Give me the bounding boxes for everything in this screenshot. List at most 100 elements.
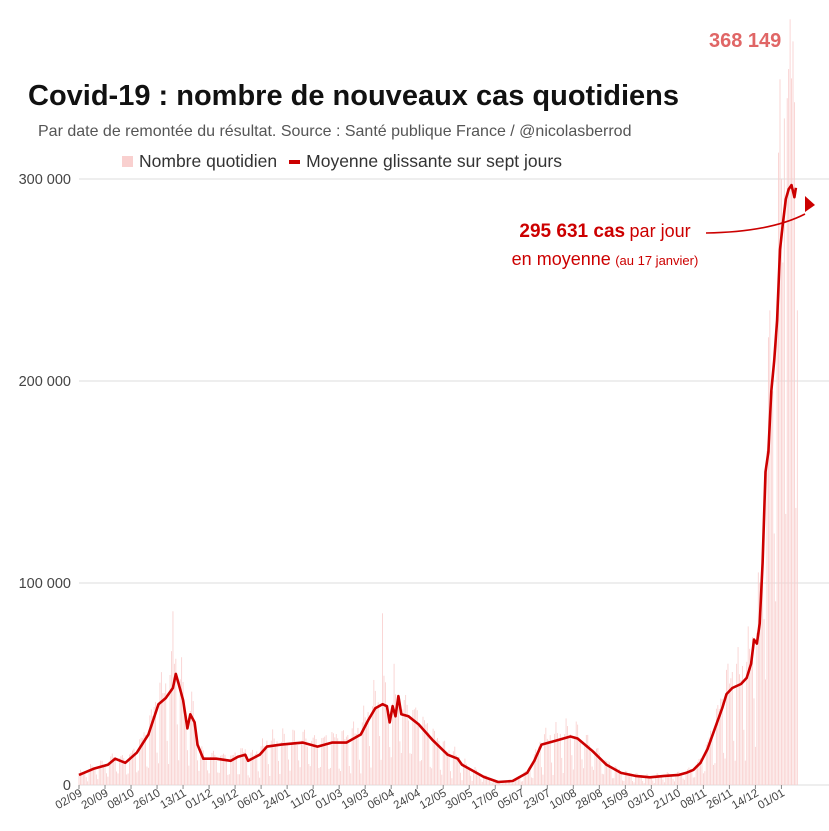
daily-bar xyxy=(747,626,749,785)
daily-bar xyxy=(711,734,713,785)
daily-bar xyxy=(250,752,252,785)
daily-bar xyxy=(623,780,625,785)
daily-bar xyxy=(556,733,558,785)
daily-bar xyxy=(361,722,363,785)
daily-bar xyxy=(554,733,555,785)
daily-bar xyxy=(81,771,83,785)
daily-bar xyxy=(701,760,703,785)
legend-daily-label: Nombre quotidien xyxy=(139,151,278,171)
daily-bar xyxy=(658,774,660,785)
daily-bar xyxy=(121,755,123,785)
daily-bar xyxy=(243,752,245,785)
peak-value-label: 368 149 xyxy=(709,30,782,52)
daily-bar xyxy=(145,734,146,785)
daily-bar xyxy=(185,714,187,785)
daily-bar xyxy=(395,694,396,785)
daily-bar xyxy=(298,760,300,785)
daily-bar xyxy=(132,750,133,785)
daily-bar xyxy=(158,763,159,785)
daily-bar xyxy=(448,750,450,785)
daily-bar xyxy=(415,707,417,785)
x-tick-label: 06/04 xyxy=(366,787,397,812)
daily-bar xyxy=(788,69,790,786)
daily-bar xyxy=(543,734,545,785)
daily-bar xyxy=(565,718,567,785)
daily-bar xyxy=(743,729,745,785)
daily-bar xyxy=(126,774,128,785)
daily-bar xyxy=(207,770,209,785)
daily-bar xyxy=(156,752,158,785)
annotation-per-day: par jour xyxy=(629,221,691,241)
daily-bar xyxy=(237,774,239,785)
daily-bar xyxy=(744,760,746,785)
daily-bar xyxy=(201,746,203,785)
daily-bar xyxy=(259,777,261,785)
daily-bar xyxy=(707,741,709,785)
daily-bar xyxy=(652,780,654,785)
daily-bar xyxy=(778,152,779,786)
daily-bar xyxy=(136,772,138,785)
daily-bar xyxy=(668,773,670,785)
daily-bar xyxy=(594,750,596,785)
daily-bar xyxy=(195,734,197,785)
daily-bar xyxy=(94,767,96,785)
daily-bar xyxy=(428,732,430,785)
daily-bar xyxy=(357,727,359,785)
daily-bar xyxy=(515,778,516,785)
daily-bar xyxy=(325,735,327,785)
daily-bar xyxy=(629,773,631,785)
daily-bar xyxy=(572,769,574,785)
daily-bar xyxy=(622,780,623,785)
annotation-average-value: 295 631 cas xyxy=(519,221,626,242)
daily-bar xyxy=(429,766,431,785)
daily-bar xyxy=(552,774,554,785)
daily-bar xyxy=(705,744,707,785)
daily-bar xyxy=(619,769,620,785)
daily-bar xyxy=(517,776,519,785)
daily-bar xyxy=(736,663,738,785)
daily-bar xyxy=(110,756,112,785)
daily-bar xyxy=(607,761,609,785)
x-tick-label: 24/04 xyxy=(392,787,423,812)
daily-bar xyxy=(293,730,295,785)
y-tick-label: 300 000 xyxy=(19,172,71,188)
x-axis: 02/0920/0908/1026/1013/1101/1219/1206/01… xyxy=(54,785,787,812)
daily-bar xyxy=(457,758,459,785)
daily-bar xyxy=(601,773,603,785)
daily-bar xyxy=(452,751,454,785)
daily-bar xyxy=(405,694,407,785)
daily-bar xyxy=(223,753,224,785)
daily-bar xyxy=(538,746,540,785)
daily-bar xyxy=(416,710,418,785)
daily-bar xyxy=(546,738,548,785)
legend-average-swatch xyxy=(289,159,301,164)
daily-bar xyxy=(767,337,769,785)
daily-bar xyxy=(481,781,483,785)
daily-bar xyxy=(597,748,599,785)
daily-bar xyxy=(474,767,476,785)
daily-bar xyxy=(471,780,473,785)
daily-bar xyxy=(577,724,579,785)
daily-bar xyxy=(224,754,226,785)
daily-bar xyxy=(754,746,756,785)
x-tick-label: 05/07 xyxy=(496,787,527,812)
y-tick-label: 200 000 xyxy=(19,374,71,390)
daily-bar xyxy=(302,731,304,785)
daily-bar xyxy=(451,778,453,785)
daily-bar xyxy=(507,780,509,785)
daily-bar xyxy=(600,760,602,785)
daily-bar xyxy=(382,613,383,785)
daily-bar xyxy=(551,762,553,785)
legend-average-label: Moyenne glissante sur sept jours xyxy=(306,151,562,171)
daily-bar xyxy=(374,690,376,785)
daily-bar xyxy=(202,750,204,785)
x-tick-label: 13/11 xyxy=(158,787,188,811)
daily-bar xyxy=(487,778,489,785)
daily-bar xyxy=(377,702,379,785)
daily-bar xyxy=(522,781,524,785)
daily-bar xyxy=(367,712,369,785)
daily-bar xyxy=(582,768,584,785)
daily-bar xyxy=(228,774,230,785)
daily-bar xyxy=(616,767,618,785)
daily-bar xyxy=(93,769,94,785)
